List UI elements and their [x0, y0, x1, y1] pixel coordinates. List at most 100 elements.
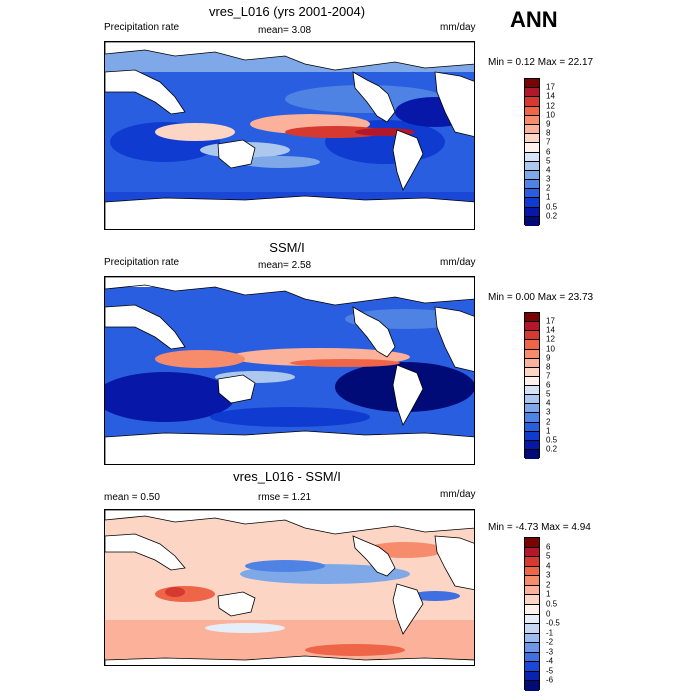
panel-1-map — [104, 41, 475, 230]
colorbar-tick-label: 9 — [546, 119, 551, 129]
panel-2-units: mm/day — [440, 257, 476, 268]
colorbar-swatch — [525, 633, 539, 644]
colorbar-tick-label: 0.2 — [546, 444, 558, 454]
colorbar-swatch — [525, 681, 539, 691]
colorbar-tick-label: 0.5 — [546, 599, 558, 609]
colorbar-tick-label: -5 — [546, 666, 554, 676]
colorbar-tick-label: 5 — [546, 156, 551, 166]
colorbar-swatch — [525, 538, 539, 548]
colorbar-tick-label: 6 — [546, 147, 551, 156]
colorbar-tick-label: 2 — [546, 183, 551, 193]
colorbar-swatch — [525, 79, 539, 89]
colorbar-tick-label: 6 — [546, 542, 551, 552]
panel-3-minmax: Min = -4.73 Max = 4.94 — [488, 522, 591, 533]
colorbar-tick-label: 17 — [546, 82, 555, 92]
colorbar-swatch — [525, 115, 539, 125]
colorbar-tick-label: 2 — [546, 417, 551, 426]
panel-3-units: mm/day — [440, 489, 476, 500]
colorbar-tick-label: 4 — [546, 398, 551, 408]
colorbar-tick-label: 8 — [546, 362, 551, 372]
colorbar-tick-label: 3 — [546, 407, 551, 417]
panel-2-map — [104, 276, 475, 465]
colorbar-swatch — [525, 340, 539, 350]
colorbar-tick-label: 0.2 — [546, 211, 558, 221]
colorbar-tick-label: 8 — [546, 128, 551, 138]
colorbar-swatch — [525, 604, 539, 615]
panel-2-minmax: Min = 0.00 Max = 23.73 — [488, 292, 594, 303]
colorbar-swatch — [525, 576, 539, 586]
colorbar-tick-label: 14 — [546, 91, 555, 101]
colorbar-swatch — [525, 395, 539, 405]
colorbar-swatch — [525, 143, 539, 153]
colorbar-swatch — [525, 180, 539, 190]
panel-3-colorbar — [524, 537, 540, 691]
panel-1-left-label: Precipitation rate — [104, 22, 180, 33]
colorbar-swatch — [525, 671, 539, 682]
colorbar-tick-label: 7 — [546, 371, 551, 381]
colorbar-swatch — [525, 367, 539, 377]
panel-2-left-label: Precipitation rate — [104, 257, 180, 268]
colorbar-tick-label: 7 — [546, 137, 551, 147]
colorbar-tick-label: 3 — [546, 570, 551, 580]
colorbar-swatch — [525, 207, 539, 217]
colorbar-tick-label: 1 — [546, 589, 551, 599]
panel-1-mean: mean= 3.08 — [258, 25, 312, 36]
colorbar-swatch — [525, 624, 539, 634]
colorbar-tick-label: 5 — [546, 551, 551, 561]
panel-1-colorbar — [524, 78, 540, 226]
colorbar-swatch — [525, 170, 539, 181]
colorbar-swatch — [525, 652, 539, 663]
colorbar-tick-label: 4 — [546, 165, 551, 175]
colorbar-swatch — [525, 106, 539, 116]
colorbar-tick-label: -2 — [546, 637, 554, 647]
colorbar-tick-label: 14 — [546, 325, 555, 335]
colorbar-tick-label: 5 — [546, 389, 551, 399]
colorbar-swatch — [525, 376, 539, 386]
colorbar-swatch — [525, 404, 539, 414]
colorbar-tick-label: 12 — [546, 334, 555, 344]
panel-3-rmse: rmse = 1.21 — [258, 492, 312, 503]
colorbar-tick-label: 9 — [546, 353, 551, 363]
panel-1-units: mm/day — [440, 22, 476, 33]
colorbar-swatch — [525, 413, 539, 423]
colorbar-swatch — [525, 313, 539, 323]
colorbar-swatch — [525, 322, 539, 332]
colorbar-tick-label: 10 — [546, 110, 555, 120]
colorbar-tick-label: 1 — [546, 192, 551, 202]
panel-2-colorbar — [524, 312, 540, 459]
colorbar-swatch — [525, 449, 539, 459]
panel-2-title: SSM/I — [269, 240, 305, 255]
season-label: ANN — [510, 7, 558, 32]
colorbar-tick-label: 3 — [546, 174, 551, 184]
colorbar-tick-label: -3 — [546, 647, 554, 657]
colorbar-swatch — [525, 88, 539, 98]
colorbar-swatch — [525, 124, 539, 135]
colorbar-swatch — [525, 662, 539, 672]
colorbar-swatch — [525, 595, 539, 605]
colorbar-swatch — [525, 152, 539, 162]
panel-2-mean: mean= 2.58 — [258, 260, 312, 271]
panel-3-title: vres_L016 - SSM/I — [233, 469, 341, 484]
colorbar-tick-label: -1 — [546, 628, 554, 638]
colorbar-swatch — [525, 547, 539, 558]
colorbar-swatch — [525, 386, 539, 396]
colorbar-swatch — [525, 198, 539, 208]
colorbar-swatch — [525, 566, 539, 577]
colorbar-tick-label: 4 — [546, 561, 551, 571]
colorbar-tick-label: 0.5 — [546, 202, 558, 212]
colorbar-tick-label: 10 — [546, 344, 555, 353]
colorbar-swatch — [525, 431, 539, 441]
colorbar-tick-label: -6 — [546, 675, 554, 685]
colorbar-swatch — [525, 440, 539, 450]
panel-1-title: vres_L016 (yrs 2001-2004) — [208, 4, 366, 19]
colorbar-swatch — [525, 331, 539, 341]
colorbar-swatch — [525, 585, 539, 596]
colorbar-tick-label: 0 — [546, 609, 551, 618]
colorbar-swatch — [525, 349, 539, 359]
panel-3-map — [104, 509, 475, 666]
panel-3-mean: mean = 0.50 — [104, 492, 160, 503]
colorbar-swatch — [525, 422, 539, 432]
colorbar-tick-label: 2 — [546, 580, 551, 590]
colorbar-swatch — [525, 161, 539, 171]
colorbar-tick-label: 6 — [546, 380, 551, 390]
